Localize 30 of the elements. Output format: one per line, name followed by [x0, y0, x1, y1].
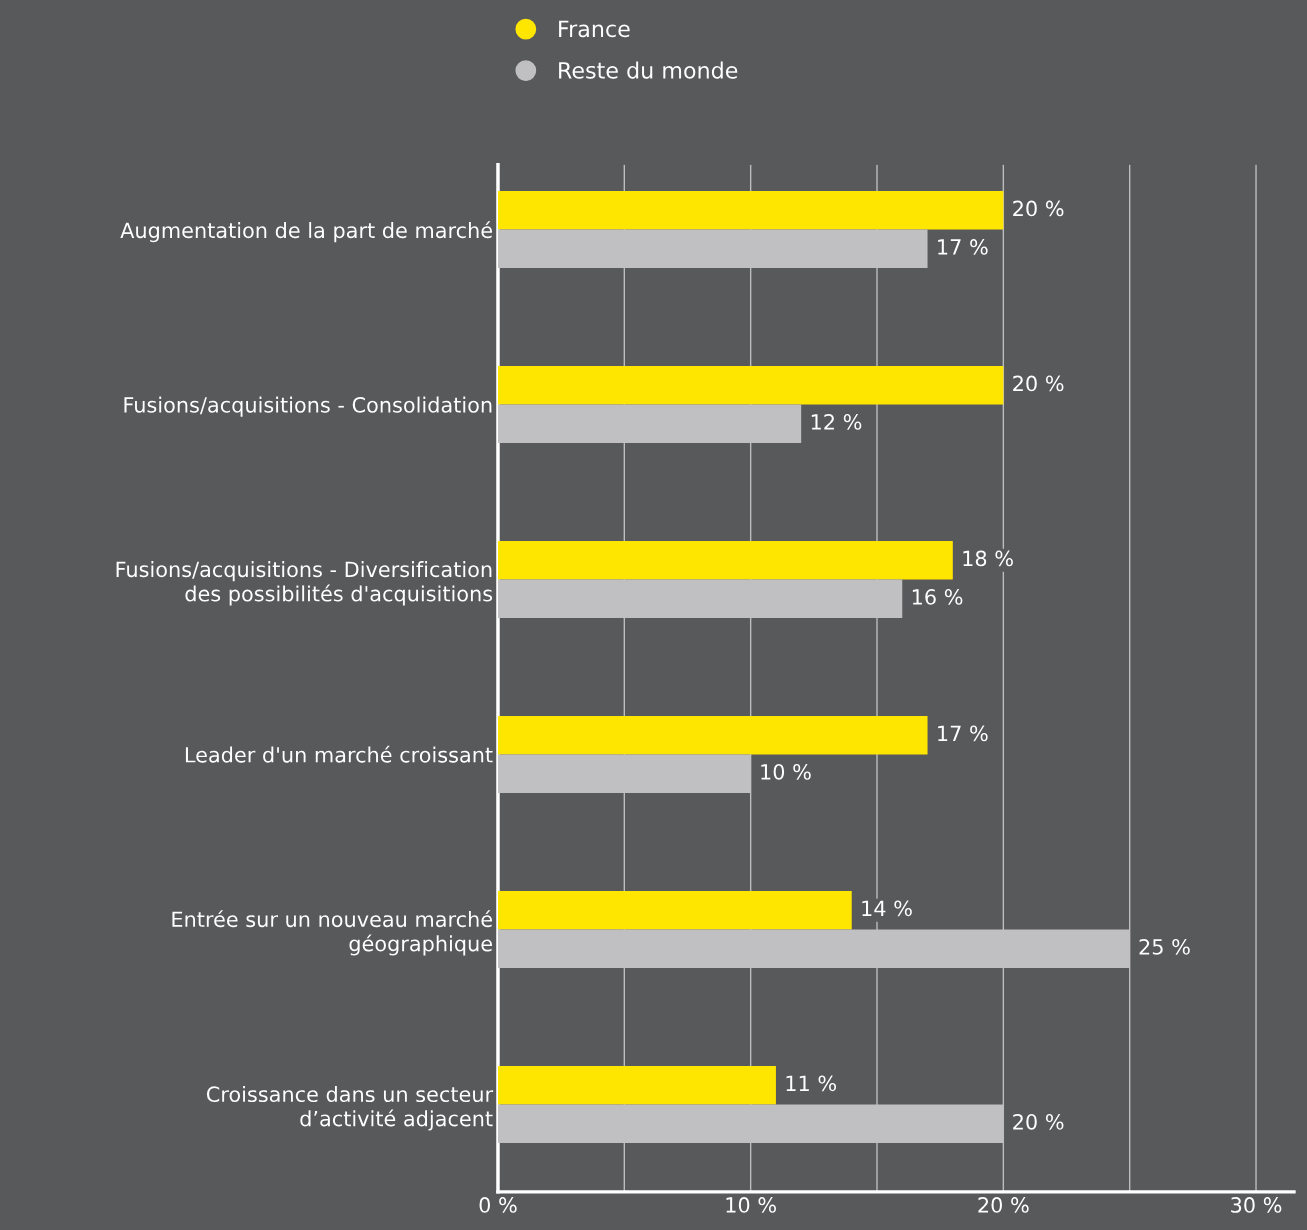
- data-label: 25 %: [1139, 938, 1190, 955]
- data-label: 11 %: [786, 1075, 837, 1092]
- x-tick-label: 0 %: [479, 1197, 517, 1213]
- y-tick-label: Augmentation de la part de marché: [120, 221, 492, 243]
- x-tick-label: 10 %: [726, 1197, 776, 1213]
- x-tick-label: 30 %: [1231, 1197, 1282, 1213]
- data-label: 17 %: [938, 239, 988, 255]
- data-label: 10 %: [761, 763, 811, 780]
- y-tick-label: Entrée sur un nouveau marché géographique: [172, 910, 492, 956]
- data-label: 12 %: [811, 414, 862, 430]
- bar: [497, 715, 928, 755]
- y-tick-label: Croissance dans un secteur d’activité adjacent: [206, 1085, 494, 1131]
- data-label: 20 %: [1013, 200, 1064, 217]
- data-label: 14 %: [862, 900, 912, 917]
- data-label: 16 %: [912, 589, 963, 605]
- bar: [497, 366, 1004, 405]
- x-tick-label: 20 %: [978, 1197, 1029, 1213]
- data-label: 20 %: [1013, 375, 1064, 392]
- bar: [497, 541, 953, 580]
- y-tick-label: Fusions/acquisitions - Diversification des possibilités d'acquisitions: [116, 561, 493, 606]
- data-label: 18 %: [963, 550, 1013, 567]
- data-label: 20 %: [1013, 1113, 1064, 1130]
- bar: [497, 1065, 776, 1105]
- bar: [497, 191, 1004, 230]
- y-tick-label: Fusions/acquisitions - Consolidation: [124, 396, 492, 417]
- data-label: 17 %: [938, 725, 988, 742]
- legend-label: Reste du monde: [559, 61, 738, 79]
- y-tick-label: Leader d'un marché croissant: [185, 745, 493, 763]
- bar: [497, 890, 852, 930]
- legend-label: France: [559, 20, 630, 38]
